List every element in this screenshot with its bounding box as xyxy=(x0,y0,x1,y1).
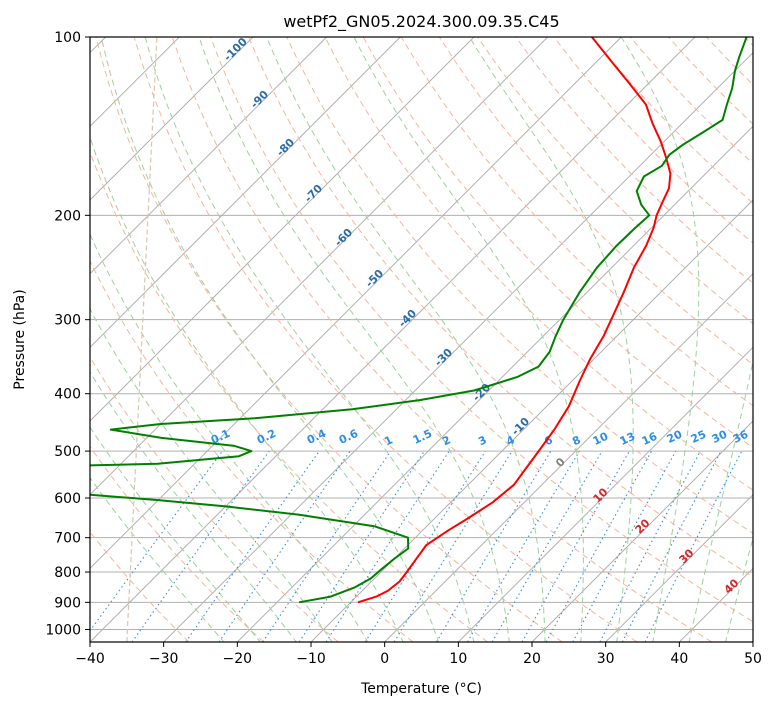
isotherm-line xyxy=(384,272,753,642)
dry-adiabat-line xyxy=(286,37,753,534)
isotherm-line xyxy=(236,125,753,642)
mixing-ratio-line xyxy=(364,450,486,642)
isotherm-line xyxy=(90,37,622,570)
x-tick-label: 20 xyxy=(523,651,541,667)
plot-frame xyxy=(89,36,754,643)
dry-adiabat-line xyxy=(515,37,753,284)
y-tick-label: 800 xyxy=(54,565,81,581)
moist-adiabat-line xyxy=(100,37,440,642)
ice-saturation-line xyxy=(126,37,158,642)
y-axis-title: Pressure (hPa) xyxy=(12,289,28,389)
dry-adiabat-line xyxy=(171,37,712,642)
isotherm-line xyxy=(457,346,753,642)
dry-adiabat-line xyxy=(90,445,264,642)
y-axis: 100 200 300 400 500 600 700 800 900 1000 xyxy=(45,30,90,638)
moist-adiabat-line xyxy=(620,37,700,642)
temperature-profile-line xyxy=(357,37,672,604)
y-tick-label: 400 xyxy=(54,387,81,403)
dry-adiabat-line xyxy=(324,37,753,491)
moist-adiabat-line xyxy=(144,37,475,642)
x-axis: −40 −30 −20 −10 0 10 20 30 40 50 xyxy=(75,642,762,667)
moist-adiabat-line xyxy=(353,37,584,642)
moist-adiabat-line xyxy=(90,370,297,642)
y-tick-label: 500 xyxy=(54,444,81,460)
moist-adiabat-line xyxy=(90,476,225,642)
mixing-ratio-label: 36 xyxy=(731,428,751,446)
dry-adiabat-line xyxy=(95,37,563,642)
x-tick-label: −40 xyxy=(75,651,105,667)
isotherm-line xyxy=(90,37,328,275)
y-tick-label: 900 xyxy=(54,595,81,611)
mixing-ratio-line xyxy=(298,450,425,642)
isotherm-line xyxy=(605,493,753,642)
x-tick-label: 30 xyxy=(597,651,615,667)
moist-adiabat-line xyxy=(90,426,261,642)
y-tick-label: 600 xyxy=(54,491,81,507)
chart-title: wetPf2_GN05.2024.300.09.35.C45 xyxy=(283,12,559,32)
moist-adiabat-line xyxy=(90,135,404,642)
mixing-ratio-line xyxy=(325,450,450,642)
dry-adiabat-line xyxy=(248,37,753,578)
dry-adiabat-line xyxy=(210,37,753,623)
moist-adiabat-line xyxy=(469,37,634,642)
mixing-ratio-label: 20 xyxy=(665,428,685,446)
moist-adiabat-line xyxy=(266,37,546,642)
isotherm-line xyxy=(90,37,549,496)
mixing-ratio-line xyxy=(218,450,351,642)
mixing-ratio-label: 30 xyxy=(710,428,730,446)
isotherm-line xyxy=(531,420,753,642)
mixing-ratio-label: 16 xyxy=(640,430,660,448)
moist-adiabat-line xyxy=(198,37,510,642)
isotherm-line xyxy=(90,37,475,422)
x-tick-label: 50 xyxy=(744,651,762,667)
x-tick-label: −10 xyxy=(296,651,326,667)
mixing-ratio-label: 10 xyxy=(591,430,611,448)
dry-adiabat-line xyxy=(90,259,414,642)
isotherm-line xyxy=(90,37,401,349)
mixing-ratio-line xyxy=(599,450,701,642)
dry-adiabat-line xyxy=(133,37,638,642)
dewpoint-profile-line xyxy=(90,37,748,604)
y-tick-label: 700 xyxy=(54,531,81,547)
x-tick-label: −30 xyxy=(149,651,179,667)
isotherm-line xyxy=(163,51,753,642)
x-tick-label: 0 xyxy=(380,651,389,667)
mixing-ratio-label: 25 xyxy=(689,428,708,446)
y-tick-label: 300 xyxy=(54,313,81,329)
mixing-ratio-line xyxy=(393,450,513,642)
x-axis-title: Temperature (°C) xyxy=(360,681,482,697)
mixing-ratio-line xyxy=(262,450,392,642)
mixing-ratio-line xyxy=(435,450,552,642)
y-tick-label: 200 xyxy=(54,208,81,224)
moist-adiabat-line xyxy=(725,536,753,642)
isotherm-line xyxy=(90,37,696,642)
x-tick-label: 10 xyxy=(449,651,467,667)
y-tick-label: 1000 xyxy=(45,622,81,638)
moist-adiabat-line xyxy=(90,232,369,642)
x-tick-label: −20 xyxy=(223,651,253,667)
mixing-ratio-line xyxy=(572,450,677,642)
x-tick-label: 40 xyxy=(670,651,688,667)
moist-adiabat-line xyxy=(688,358,753,642)
mixing-ratio-line xyxy=(185,450,320,642)
plot-area: -100-90-80-70-60-50-40-30-20-100.1 0.2 0.4… xyxy=(90,37,753,642)
mixing-ratio-line xyxy=(467,450,580,642)
mixing-ratio-label: 13 xyxy=(618,430,637,448)
y-tick-label: 100 xyxy=(54,30,81,46)
